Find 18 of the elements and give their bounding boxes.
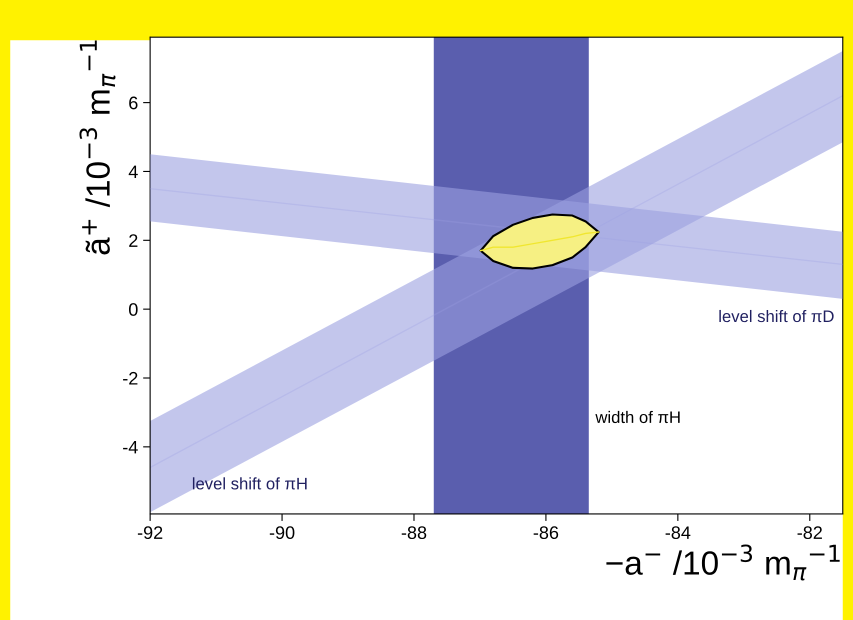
x-axis-title: −a$^{−}$ /10$^{−3}$ m$_{π}$$^{−1}$ bbox=[606, 544, 840, 580]
x-tick-label: -82 bbox=[798, 526, 822, 540]
y-tick-label: 2 bbox=[129, 234, 138, 247]
y-tick-label: -4 bbox=[123, 440, 138, 454]
y-tick-label: 6 bbox=[129, 96, 138, 110]
y-axis-title: ã$^{+}$ /10$^{−3}$ m$_{π}$$^{−1}$ bbox=[79, 40, 116, 254]
band-label: width of πH bbox=[595, 410, 680, 424]
series-label: level shift of πH bbox=[192, 477, 307, 490]
x-tick-label: -92 bbox=[138, 526, 162, 540]
y-tick-label: 0 bbox=[128, 303, 138, 316]
line-series bbox=[480, 231, 600, 252]
text: level shift of πD bbox=[719, 310, 834, 322]
y-tick-label: -2 bbox=[123, 372, 138, 385]
y-tick-label: 4 bbox=[128, 166, 138, 178]
x-tick-label: -90 bbox=[270, 526, 294, 540]
x-tick-label: -88 bbox=[402, 526, 426, 540]
x-tick-label: -84 bbox=[666, 526, 690, 540]
x-tick-label: -86 bbox=[534, 526, 558, 540]
